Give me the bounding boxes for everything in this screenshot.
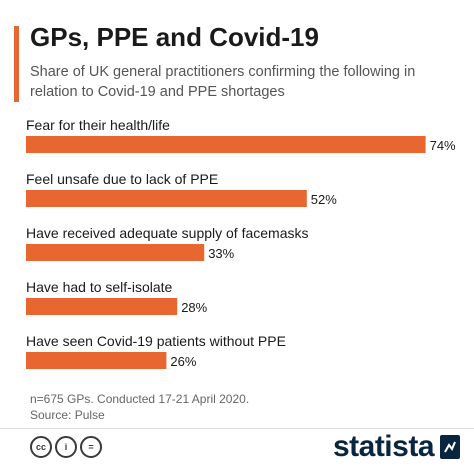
statista-logo[interactable]: statista (333, 430, 460, 464)
value-label: 52% (311, 192, 337, 207)
chart-subtitle: Share of UK general practitioners confir… (30, 64, 416, 100)
bar (26, 298, 178, 315)
bar (26, 352, 167, 369)
value-label: 28% (181, 300, 207, 315)
creative-commons-icon[interactable]: cc (30, 436, 52, 458)
footer-divider (0, 428, 474, 429)
category-label: Have seen Covid-19 patients without PPE (26, 333, 286, 349)
title-accent-bar (14, 26, 19, 102)
footer-note: n=675 GPs. Conducted 17-21 April 2020. S… (30, 391, 249, 423)
value-label: 26% (170, 354, 196, 369)
license-icons[interactable]: cc i = (30, 436, 102, 458)
category-label: Fear for their health/life (26, 117, 170, 133)
category-label: Have received adequate supply of facemas… (26, 225, 309, 241)
attribution-icon[interactable]: i (55, 436, 77, 458)
source-note: Source: Pulse (30, 408, 105, 422)
category-label: Feel unsafe due to lack of PPE (26, 171, 218, 187)
chart-title: GPs, PPE and Covid-19 (30, 22, 319, 52)
bar (26, 244, 205, 261)
value-label: 74% (430, 138, 456, 153)
category-label: Have had to self-isolate (26, 279, 173, 295)
value-label: 33% (208, 246, 234, 261)
bar (26, 136, 426, 153)
no-derivatives-icon[interactable]: = (80, 436, 102, 458)
brand-name: statista (332, 430, 435, 463)
sample-note: n=675 GPs. Conducted 17-21 April 2020. (30, 392, 250, 406)
bar (26, 190, 307, 207)
statista-mark-icon (440, 435, 460, 459)
